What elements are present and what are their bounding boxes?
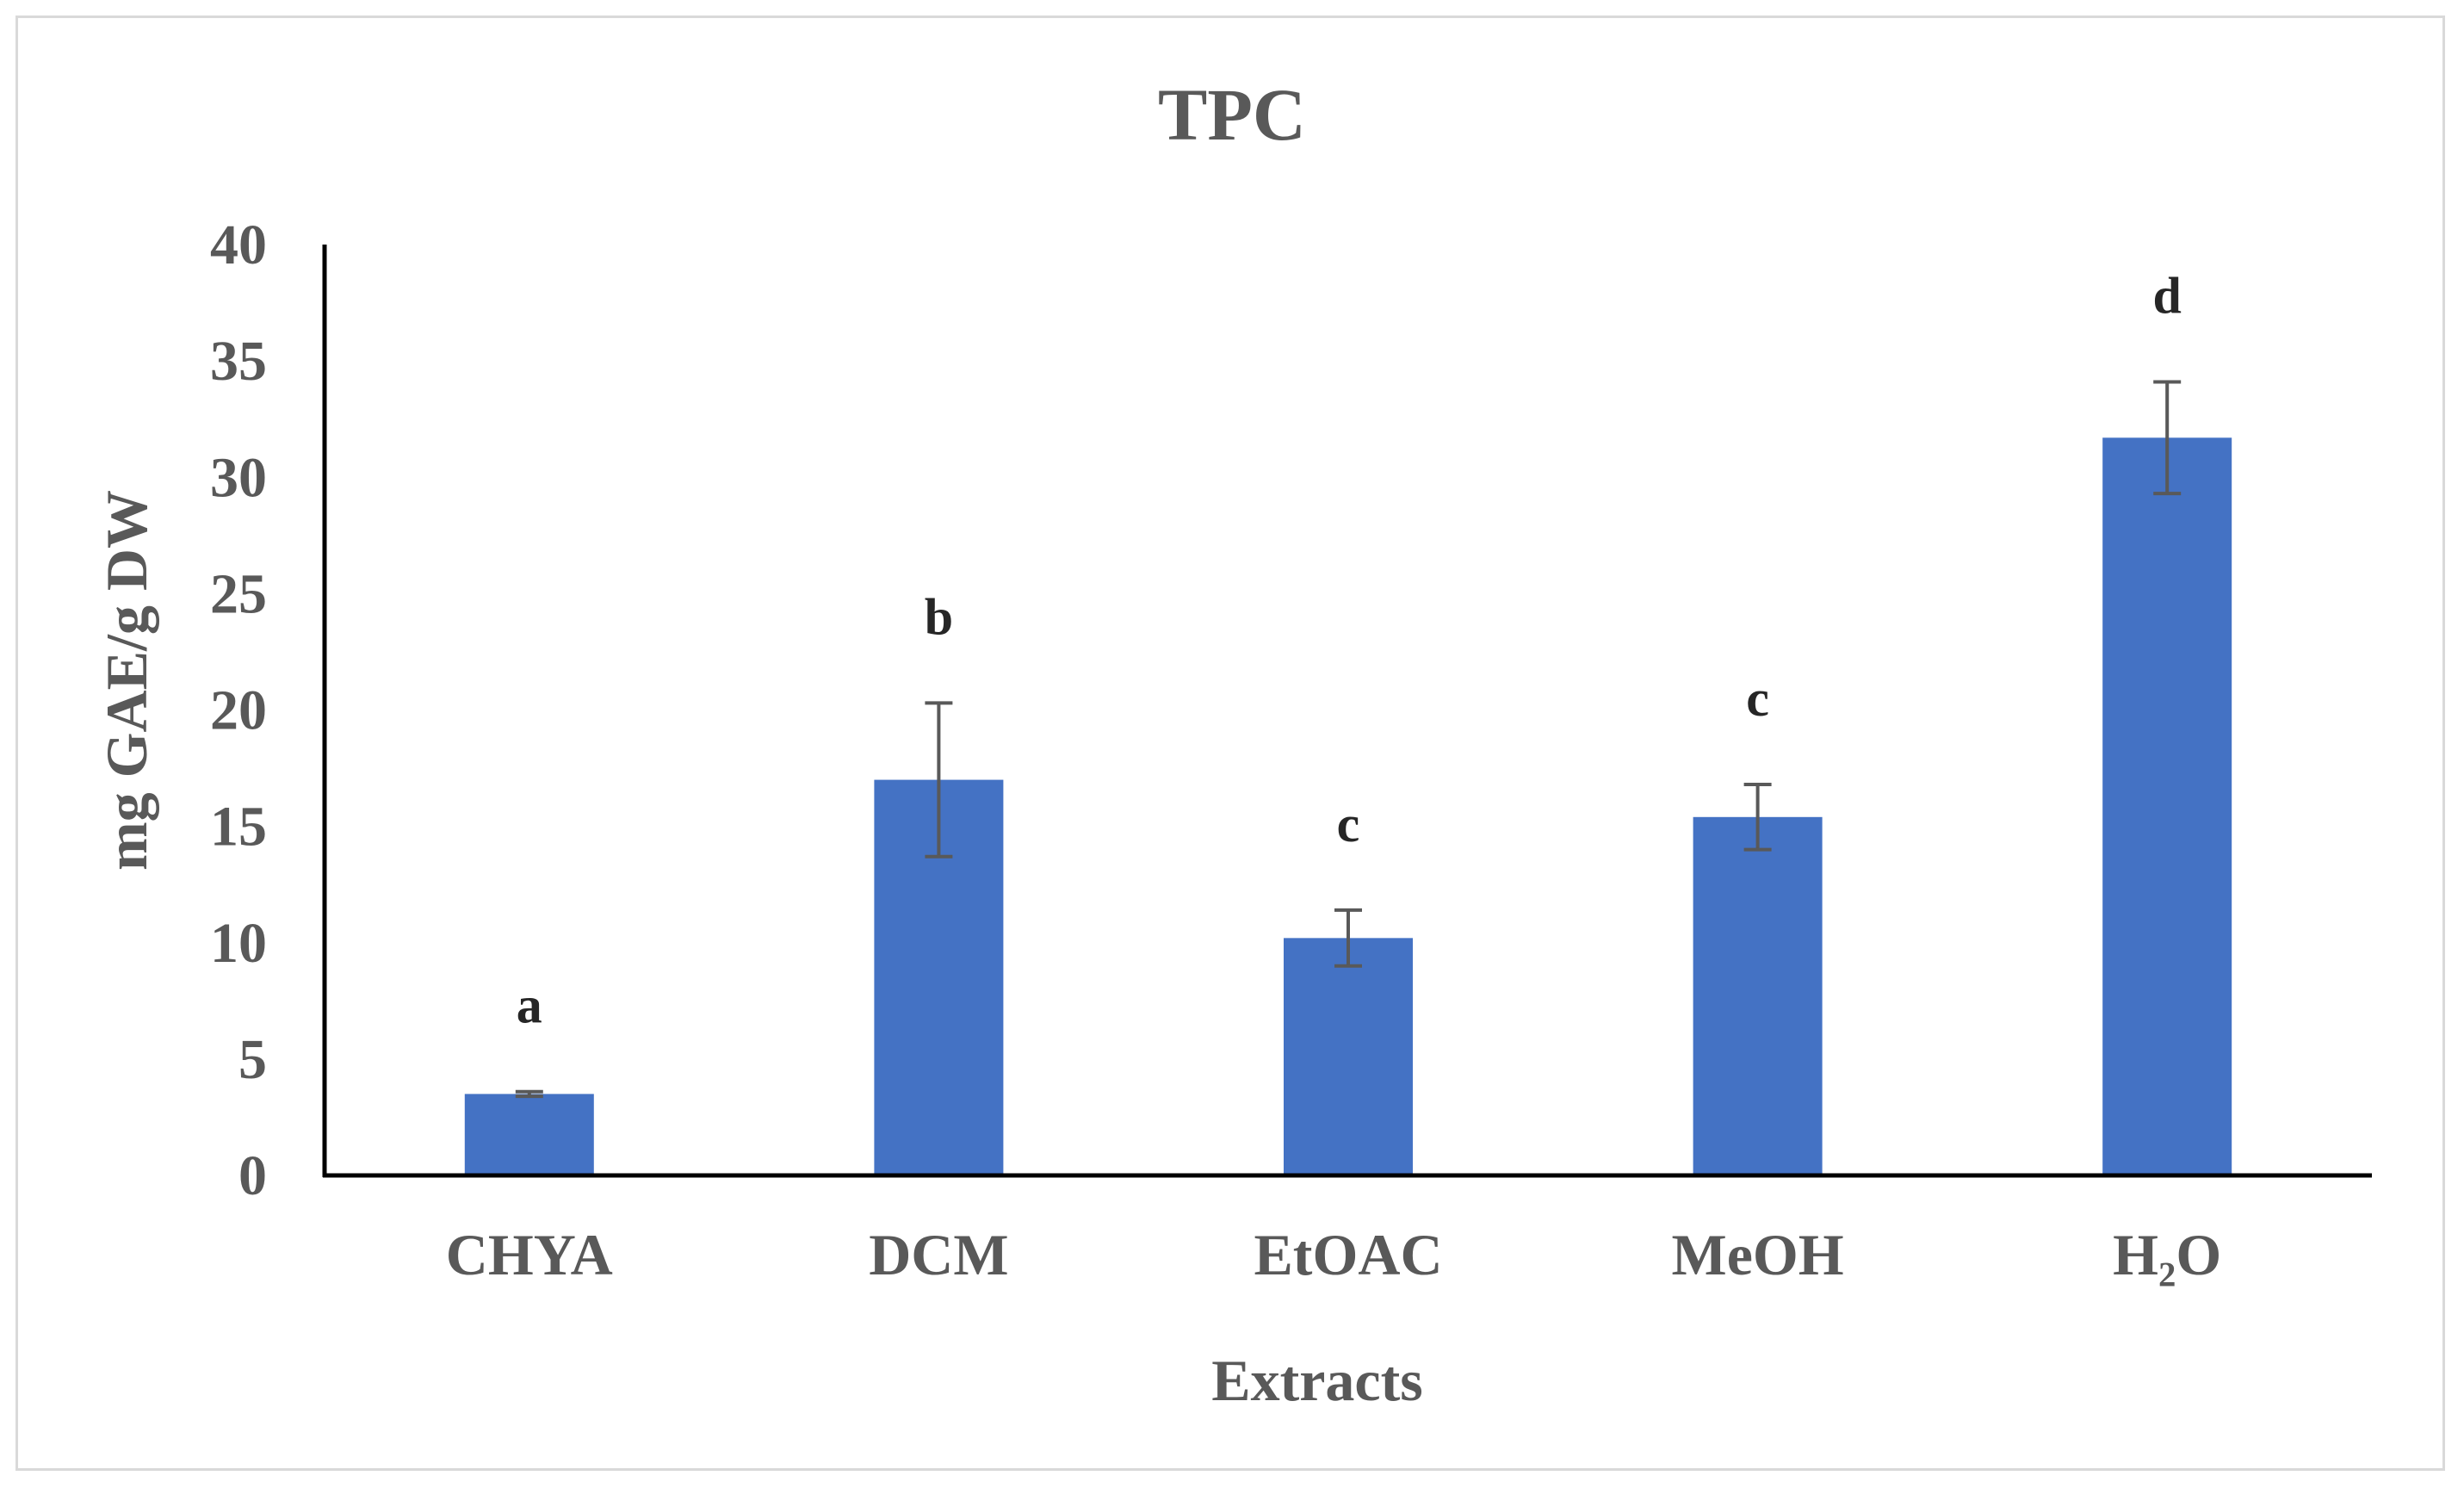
x-tick-label: DCM <box>869 1222 1008 1287</box>
y-tick-label: 0 <box>238 1144 267 1207</box>
significance-label: d <box>2153 267 2182 324</box>
bar <box>1284 938 1413 1175</box>
x-tick-label: EtOAC <box>1254 1222 1442 1287</box>
bar <box>1693 816 1823 1175</box>
error-bar <box>1334 908 1362 968</box>
x-tick-label: H₂O <box>2113 1222 2221 1287</box>
significance-label: c <box>1746 670 1769 727</box>
error-bars <box>515 380 2182 1099</box>
significance-label: b <box>925 588 953 645</box>
y-tick-label: 30 <box>210 446 267 509</box>
bar <box>464 1094 594 1175</box>
error-bar <box>925 701 953 859</box>
x-tick-labels: CHYA DCM EtOAC MeOH H₂O <box>446 1222 2221 1287</box>
error-bar <box>2153 380 2182 496</box>
y-axis-label: mg GAE/g DW <box>94 490 159 871</box>
y-tick-label: 35 <box>210 330 267 393</box>
error-bar <box>1743 782 1772 852</box>
chart-title: TPC <box>1158 73 1306 156</box>
error-bar <box>515 1089 543 1099</box>
x-tick-label: MeOH <box>1672 1222 1844 1287</box>
y-tick-label: 15 <box>210 796 267 859</box>
significance-label: a <box>517 977 542 1034</box>
chart-frame <box>15 16 2445 1471</box>
x-axis-label: Extracts <box>1211 1348 1422 1413</box>
x-tick-label: CHYA <box>446 1222 613 1287</box>
significance-label: c <box>1337 796 1360 852</box>
y-tick-label: 25 <box>210 562 267 625</box>
y-tick-label: 5 <box>238 1028 267 1091</box>
y-tick-label: 40 <box>210 214 267 276</box>
y-tick-labels: 0 5 10 15 20 25 30 35 40 <box>210 214 267 1207</box>
significance-labels: a b c c d <box>517 267 2182 1033</box>
y-tick-label: 10 <box>210 912 267 975</box>
bars <box>464 437 2232 1175</box>
bar <box>2102 437 2232 1175</box>
y-tick-label: 20 <box>210 679 267 742</box>
